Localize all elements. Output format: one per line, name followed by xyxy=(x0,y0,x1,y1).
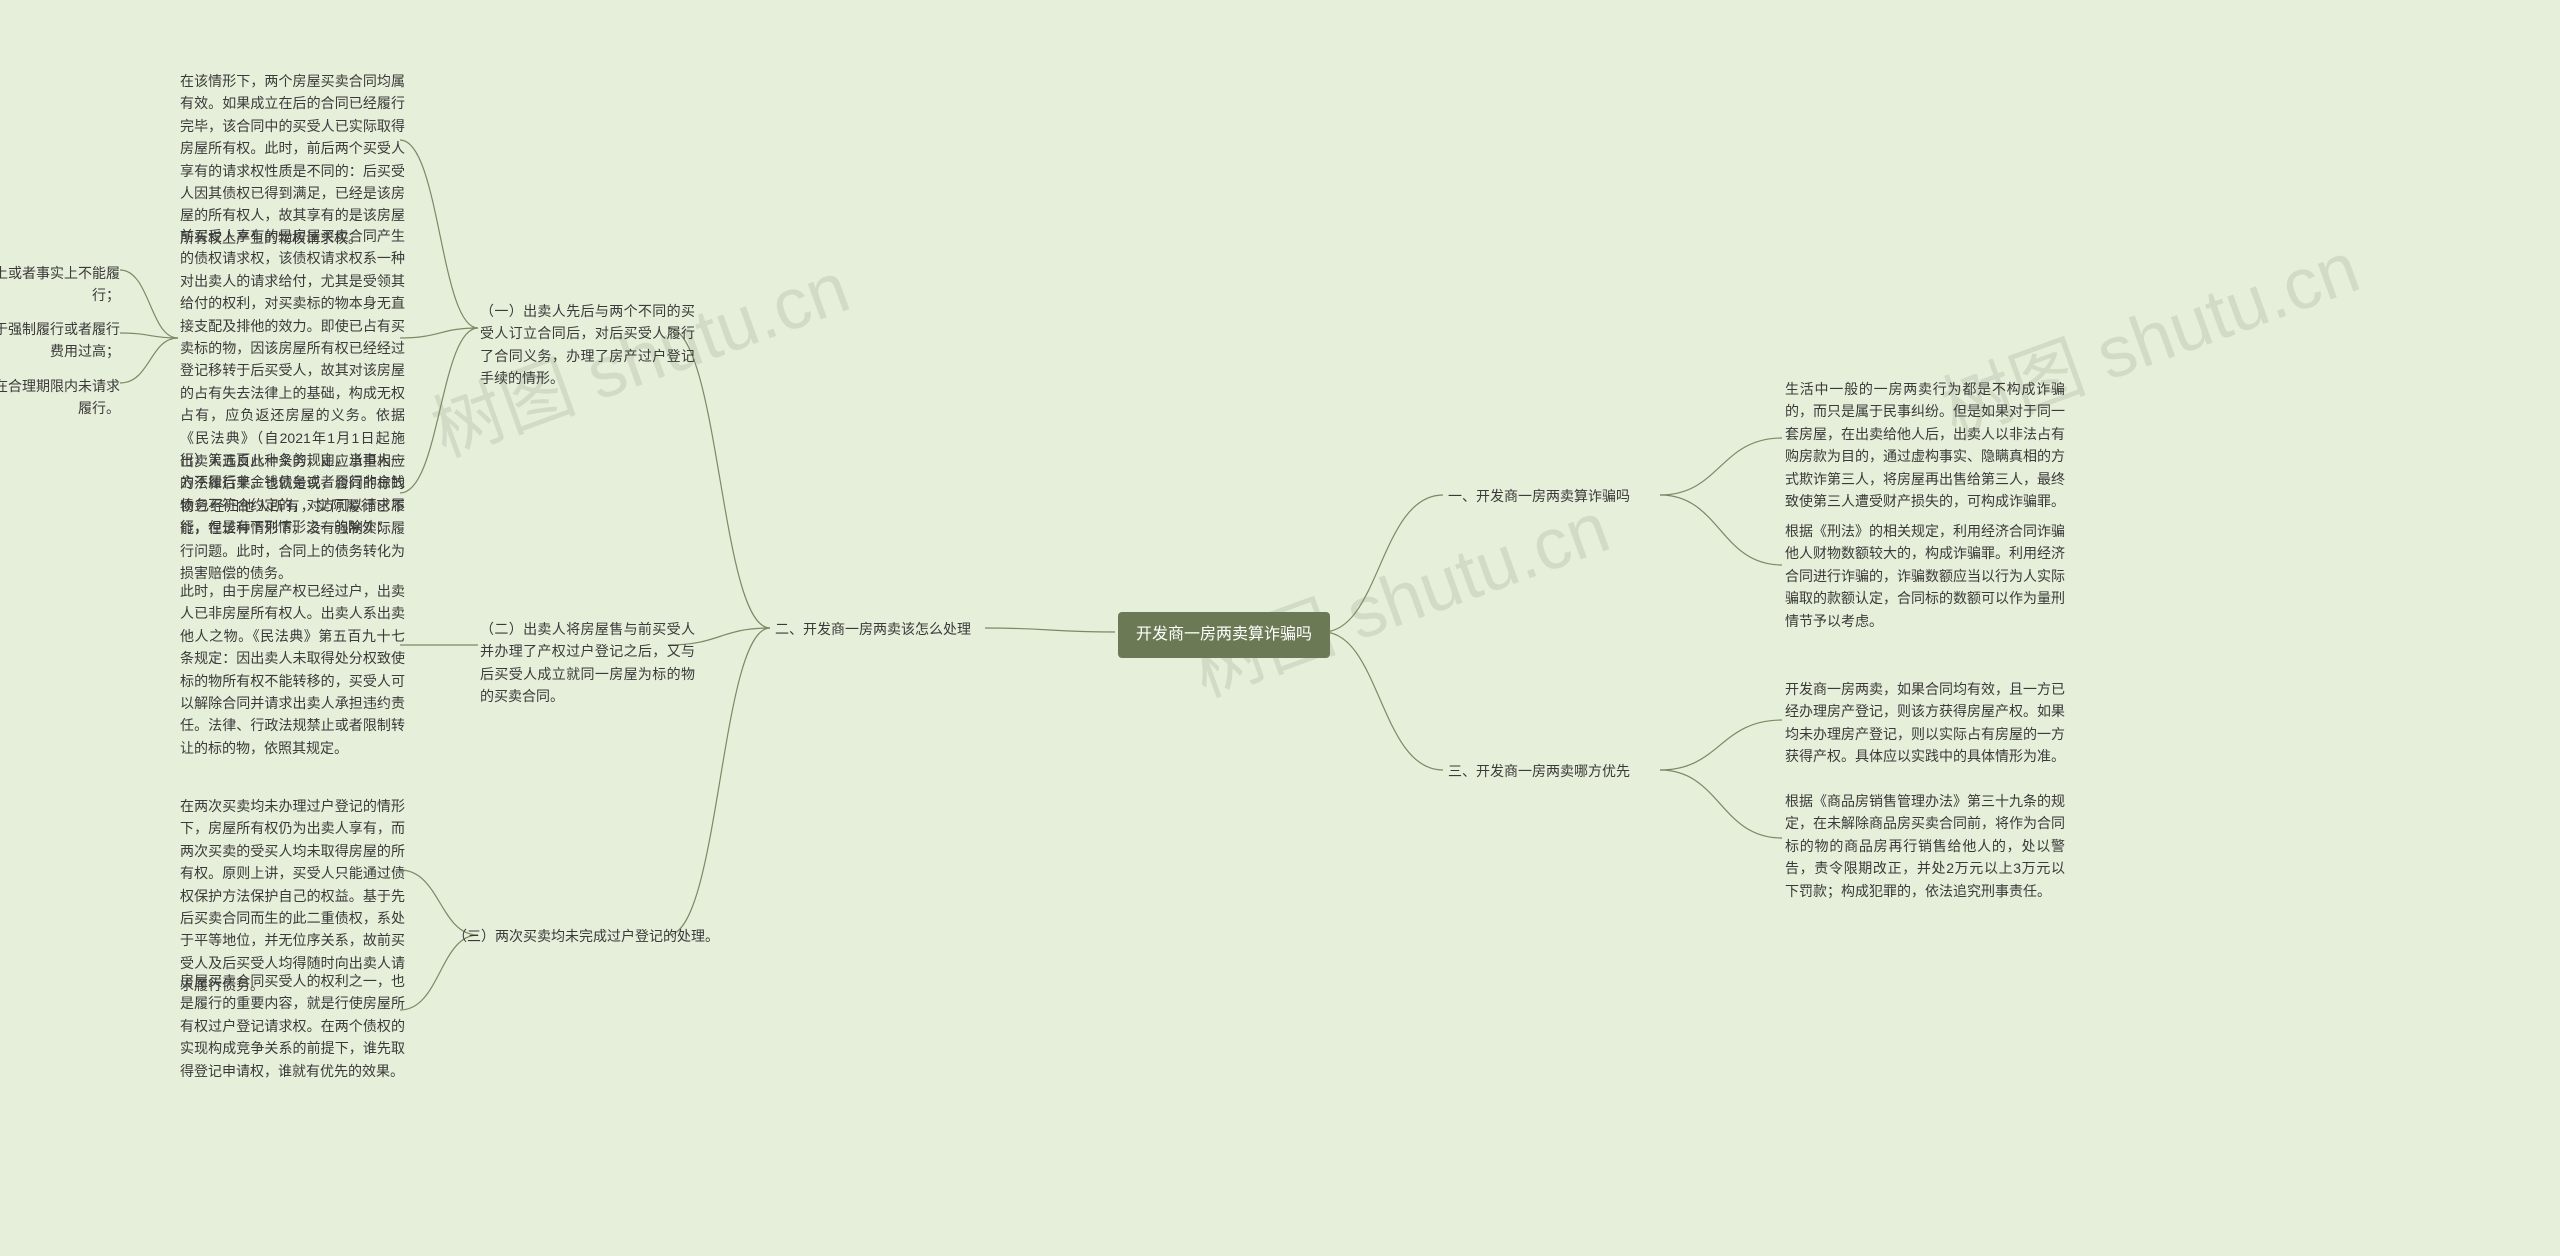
section-2-c2-title: （二）出卖人将房屋售与前买受人并办理了产权过户登记之后，又与后买受人成立就同一房… xyxy=(480,618,695,708)
section-2-c3-leaf-a: 在两次买卖均未办理过户登记的情形下，房屋所有权仍为出卖人享有，而两次买卖的受买人… xyxy=(180,795,405,997)
section-1-title: 一、开发商一房两卖算诈骗吗 xyxy=(1448,485,1630,507)
section-2-c1-leaf-c: 出卖人违反此种义务，即应承担相应的法律后果。也就是说，合同的标的物已经归他人所有… xyxy=(180,450,405,584)
section-1-leaf-2: 根据《刑法》的相关规定，利用经济合同诈骗他人财物数额较大的，构成诈骗罪。利用经济… xyxy=(1785,520,2065,632)
section-2-c1-title: （一）出卖人先后与两个不同的买受人订立合同后，对后买受人履行了合同义务，办理了房… xyxy=(480,300,695,390)
section-2-c1-leaf-b-sub1: 1、法律上或者事实上不能履行； xyxy=(0,262,120,307)
section-3-title: 三、开发商一房两卖哪方优先 xyxy=(1448,760,1630,782)
section-1-leaf-1: 生活中一般的一房两卖行为都是不构成诈骗的，而只是属于民事纠纷。但是如果对于同一套… xyxy=(1785,378,2065,512)
section-3-leaf-1: 开发商一房两卖，如果合同均有效，且一方已经办理房产登记，则该方获得房屋产权。如果… xyxy=(1785,678,2065,768)
section-2-c1-leaf-b-sub3: 3．债权人在合理期限内未请求履行。 xyxy=(0,375,120,420)
section-2-c2-leaf: 此时，由于房屋产权已经过户，出卖人已非房屋所有权人。出卖人系出卖他人之物。《民法… xyxy=(180,580,405,759)
section-2-c3-title: （三）两次买卖均未完成过户登记的处理。 xyxy=(453,925,719,947)
section-2-c3-leaf-b: 房屋买卖合同买受人的权利之一，也是履行的重要内容，就是行使房屋所有权过户登记请求… xyxy=(180,970,405,1082)
section-2-title: 二、开发商一房两卖该怎么处理 xyxy=(775,618,971,640)
section-2-c1-leaf-a: 在该情形下，两个房屋买卖合同均属有效。如果成立在后的合同已经履行完毕，该合同中的… xyxy=(180,70,405,249)
section-3-leaf-2: 根据《商品房销售管理办法》第三十九条的规定，在未解除商品房买卖合同前，将作为合同… xyxy=(1785,790,2065,902)
root-node: 开发商一房两卖算诈骗吗 xyxy=(1118,612,1330,658)
section-2-c1-leaf-b-sub2: 2、债务的标的不适于强制履行或者履行费用过高； xyxy=(0,318,120,363)
